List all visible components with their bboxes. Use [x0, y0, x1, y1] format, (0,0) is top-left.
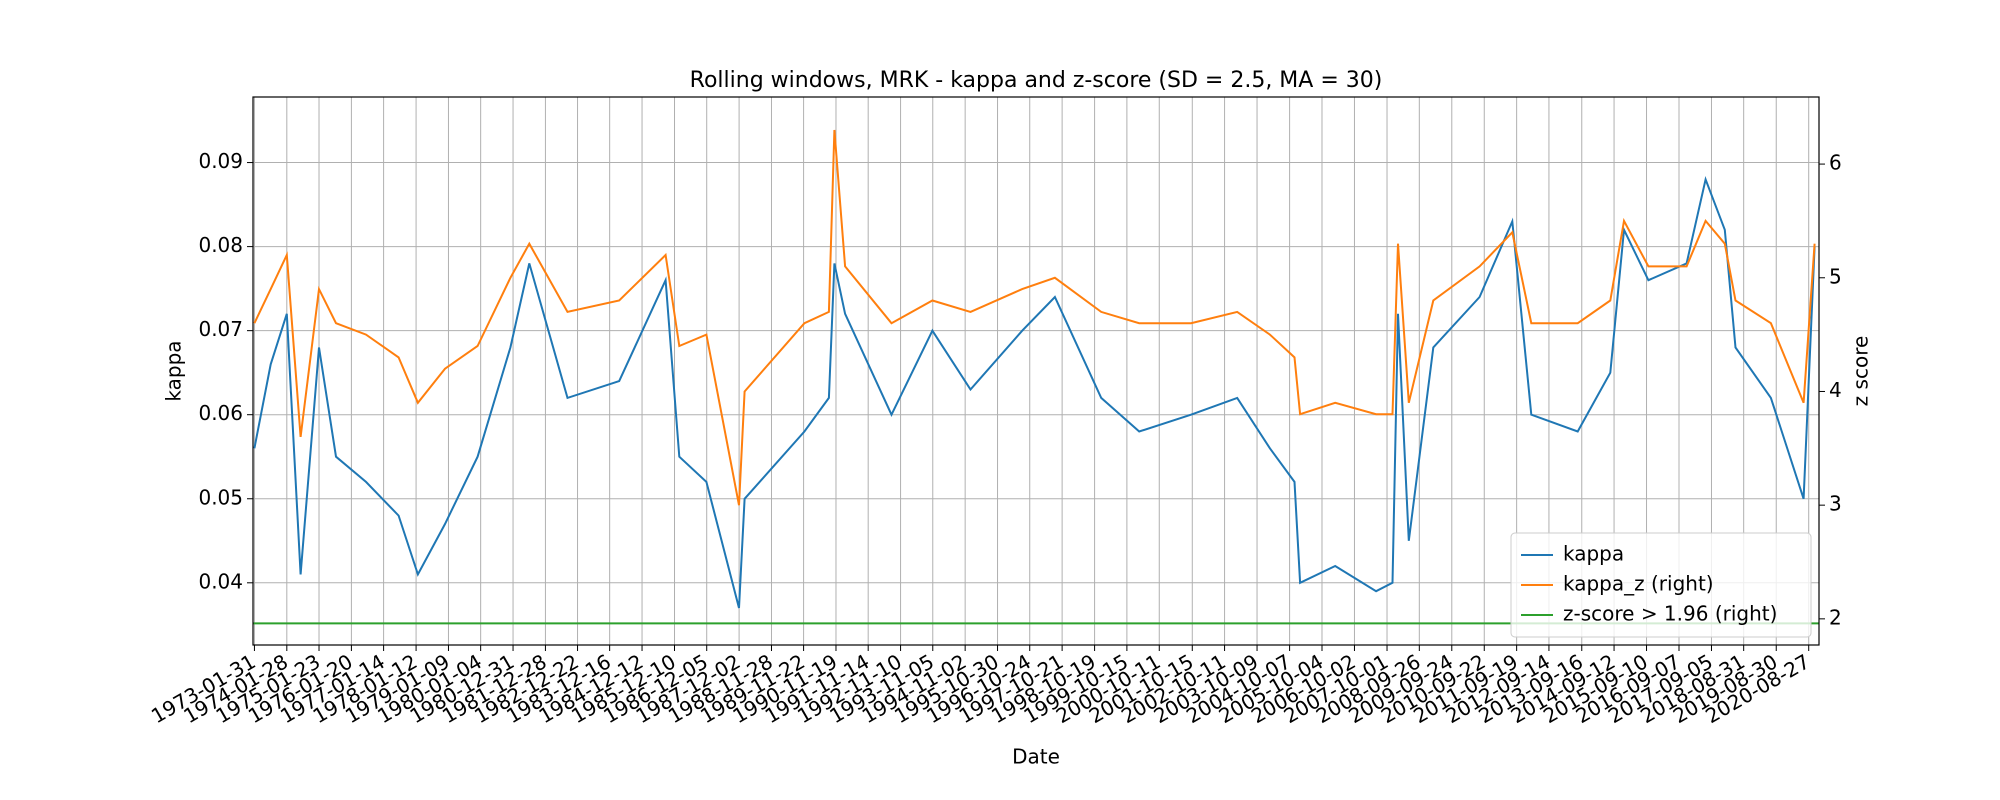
y-tick-label: 0.07	[198, 317, 243, 341]
y-tick-label: 0.04	[198, 569, 243, 593]
legend-label: kappa	[1563, 542, 1624, 566]
y2-tick-label: 5	[1829, 264, 1842, 288]
y-tick-label: 0.08	[198, 233, 243, 257]
x-axis-label: Date	[1012, 745, 1060, 769]
y-tick-label: 0.09	[198, 149, 243, 173]
data-line	[253, 175, 1816, 609]
legend-label: z-score > 1.96 (right)	[1563, 602, 1777, 626]
y-tick-label: 0.06	[198, 401, 243, 425]
y-axis-label: kappa	[162, 340, 186, 401]
data-line	[253, 129, 1816, 506]
y2-tick-label: 4	[1829, 378, 1842, 402]
legend-box	[1510, 532, 1812, 638]
y2-tick-label: 3	[1829, 492, 1842, 516]
plot-frame	[252, 96, 1820, 646]
y2-axis-label: z score	[1849, 336, 1873, 407]
y-tick-label: 0.05	[198, 485, 243, 509]
chart-title: Rolling windows, MRK - kappa and z-score…	[690, 68, 1383, 93]
y2-tick-label: 2	[1829, 605, 1842, 629]
legend-label: kappa_z (right)	[1563, 572, 1714, 596]
y2-tick-label: 6	[1829, 151, 1842, 175]
